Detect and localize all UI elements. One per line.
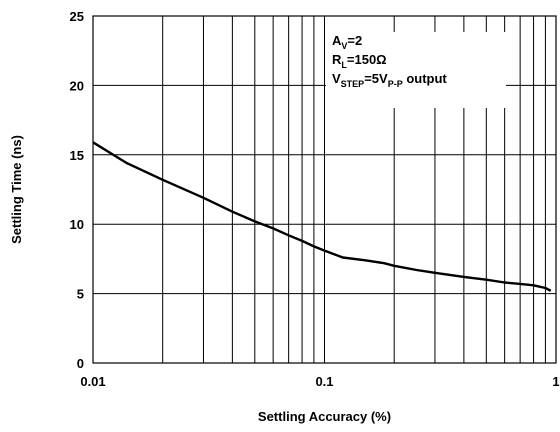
series-line [92, 141, 552, 292]
x-tick-label: 0.01 [80, 374, 105, 389]
plot-frame [92, 15, 557, 364]
y-tick-label: 15 [70, 148, 84, 163]
y-tick-label: 25 [70, 9, 84, 24]
annotation-line: AV=2 [332, 33, 362, 51]
y-tick-label: 0 [77, 356, 84, 371]
annotation-line: RL=150Ω [332, 52, 387, 70]
y-axis-label: Settling Time (ns) [9, 135, 24, 244]
y-tick-label: 5 [77, 287, 84, 302]
y-tick-labels: 0 5 10 15 20 25 [70, 9, 84, 371]
annotation-box [326, 32, 506, 108]
y-tick-label: 20 [70, 78, 84, 93]
x-tick-label: 0.1 [315, 374, 333, 389]
x-axis-label: Settling Accuracy (%) [258, 409, 391, 424]
y-tick-label: 10 [70, 217, 84, 232]
x-tick-label: 1 [552, 374, 559, 389]
annotation-line: VSTEP=5VP-P output [332, 71, 447, 89]
x-tick-labels: 0.01 0.1 1 [80, 374, 559, 389]
